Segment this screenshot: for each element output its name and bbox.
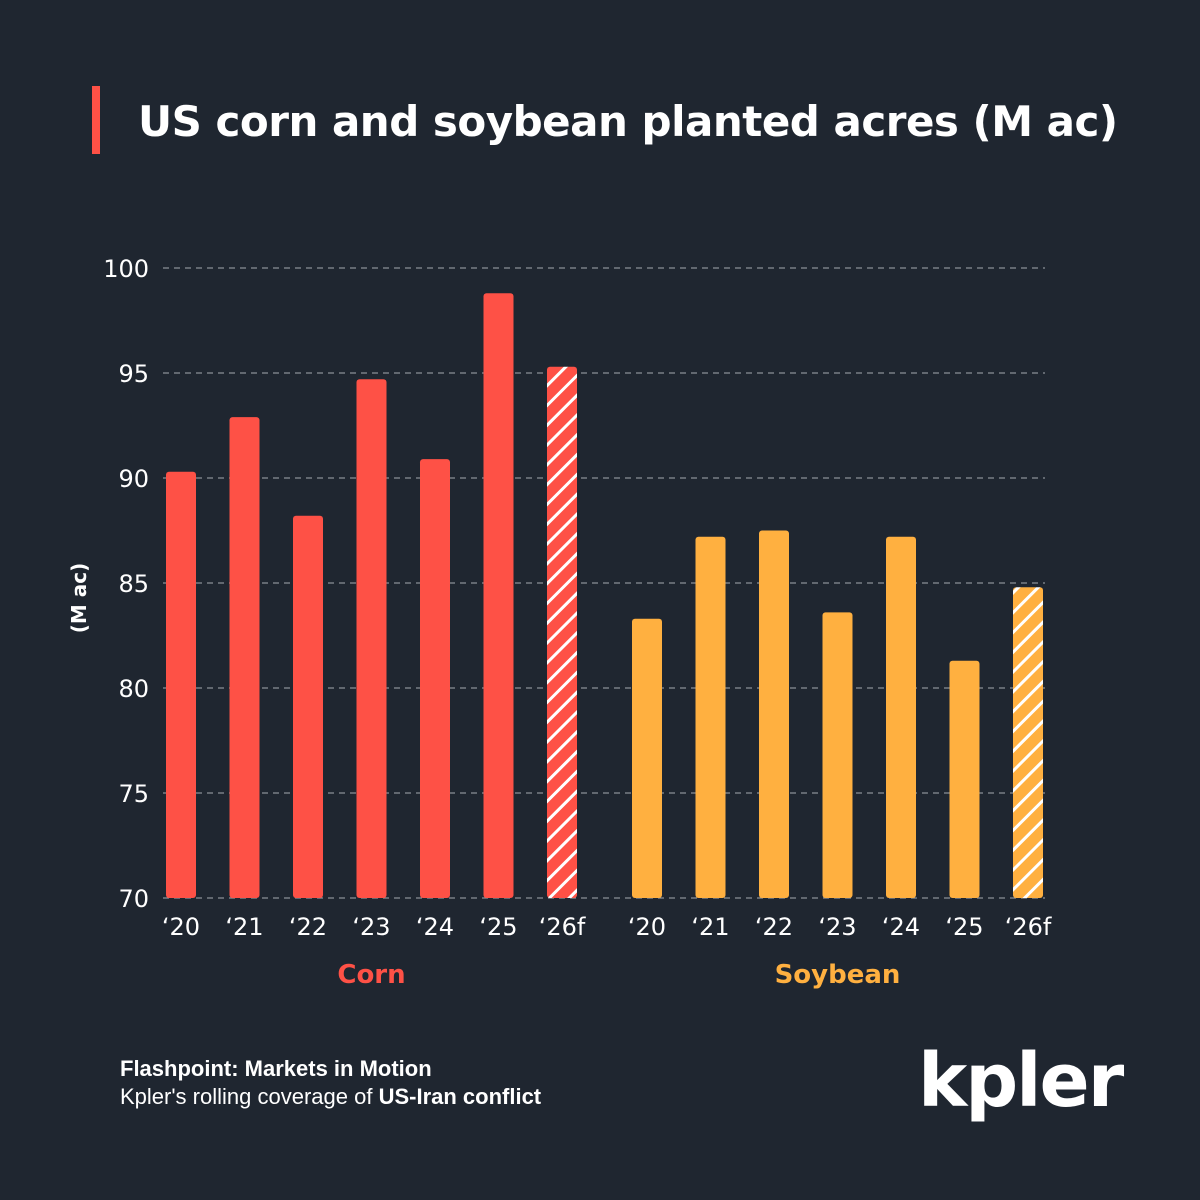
y-tick-label: 95 bbox=[118, 360, 149, 388]
bar-soybean-5 bbox=[949, 660, 980, 898]
bar-soybean-6 bbox=[1013, 587, 1043, 898]
x-tick-label: ‘23 bbox=[818, 913, 856, 941]
x-tick-label: ‘21 bbox=[225, 913, 263, 941]
group-label-corn: Corn bbox=[337, 960, 405, 990]
footer-subtitle: Kpler's rolling coverage of US-Iran conf… bbox=[120, 1084, 541, 1110]
bar-corn-1 bbox=[229, 417, 260, 898]
bar-corn-2 bbox=[293, 515, 323, 898]
x-tick-label: ‘24 bbox=[416, 913, 454, 941]
y-tick-label: 100 bbox=[103, 255, 149, 283]
x-tick-label: ‘23 bbox=[352, 913, 390, 941]
x-tick-label: ‘25 bbox=[479, 913, 517, 941]
x-tick-label: ‘24 bbox=[882, 913, 920, 941]
x-tick-label: ‘20 bbox=[628, 913, 666, 941]
y-tick-label: 75 bbox=[118, 780, 149, 808]
bar-corn-6 bbox=[547, 366, 577, 898]
bar-corn-5 bbox=[483, 293, 514, 898]
footer-subtitle-bold: US-Iran conflict bbox=[378, 1084, 542, 1109]
title-accent-bar bbox=[92, 86, 100, 154]
x-tick-label: ‘26f bbox=[1005, 913, 1052, 941]
group-label-soybean: Soybean bbox=[775, 960, 901, 990]
y-tick-label: 80 bbox=[118, 675, 149, 703]
x-tick-label: ‘25 bbox=[945, 913, 983, 941]
x-tick-label: ‘22 bbox=[289, 913, 327, 941]
bar-corn-3 bbox=[356, 379, 387, 898]
x-tick-label: ‘20 bbox=[162, 913, 200, 941]
x-tick-label: ‘21 bbox=[691, 913, 729, 941]
x-tick-label: ‘22 bbox=[755, 913, 793, 941]
y-tick-label: 85 bbox=[118, 570, 149, 598]
bar-soybean-1 bbox=[695, 536, 726, 898]
bar-soybean-3 bbox=[822, 612, 853, 898]
y-axis-label: (M ac) bbox=[67, 563, 91, 634]
bar-soybean-4 bbox=[886, 536, 916, 898]
bar-corn-4 bbox=[420, 459, 450, 898]
footer-title: Flashpoint: Markets in Motion bbox=[120, 1056, 432, 1081]
y-tick-label: 90 bbox=[118, 465, 149, 493]
bar-soybean-2 bbox=[759, 530, 789, 898]
bar-corn-0 bbox=[166, 471, 196, 898]
kpler-logo: kpler bbox=[918, 1038, 1124, 1124]
footer-subtitle-prefix: Kpler's rolling coverage of bbox=[120, 1084, 379, 1109]
x-tick-label: ‘26f bbox=[539, 913, 586, 941]
y-tick-label: 70 bbox=[118, 885, 149, 913]
page-title: US corn and soybean planted acres (M ac) bbox=[138, 97, 1118, 146]
bar-soybean-0 bbox=[632, 618, 662, 898]
